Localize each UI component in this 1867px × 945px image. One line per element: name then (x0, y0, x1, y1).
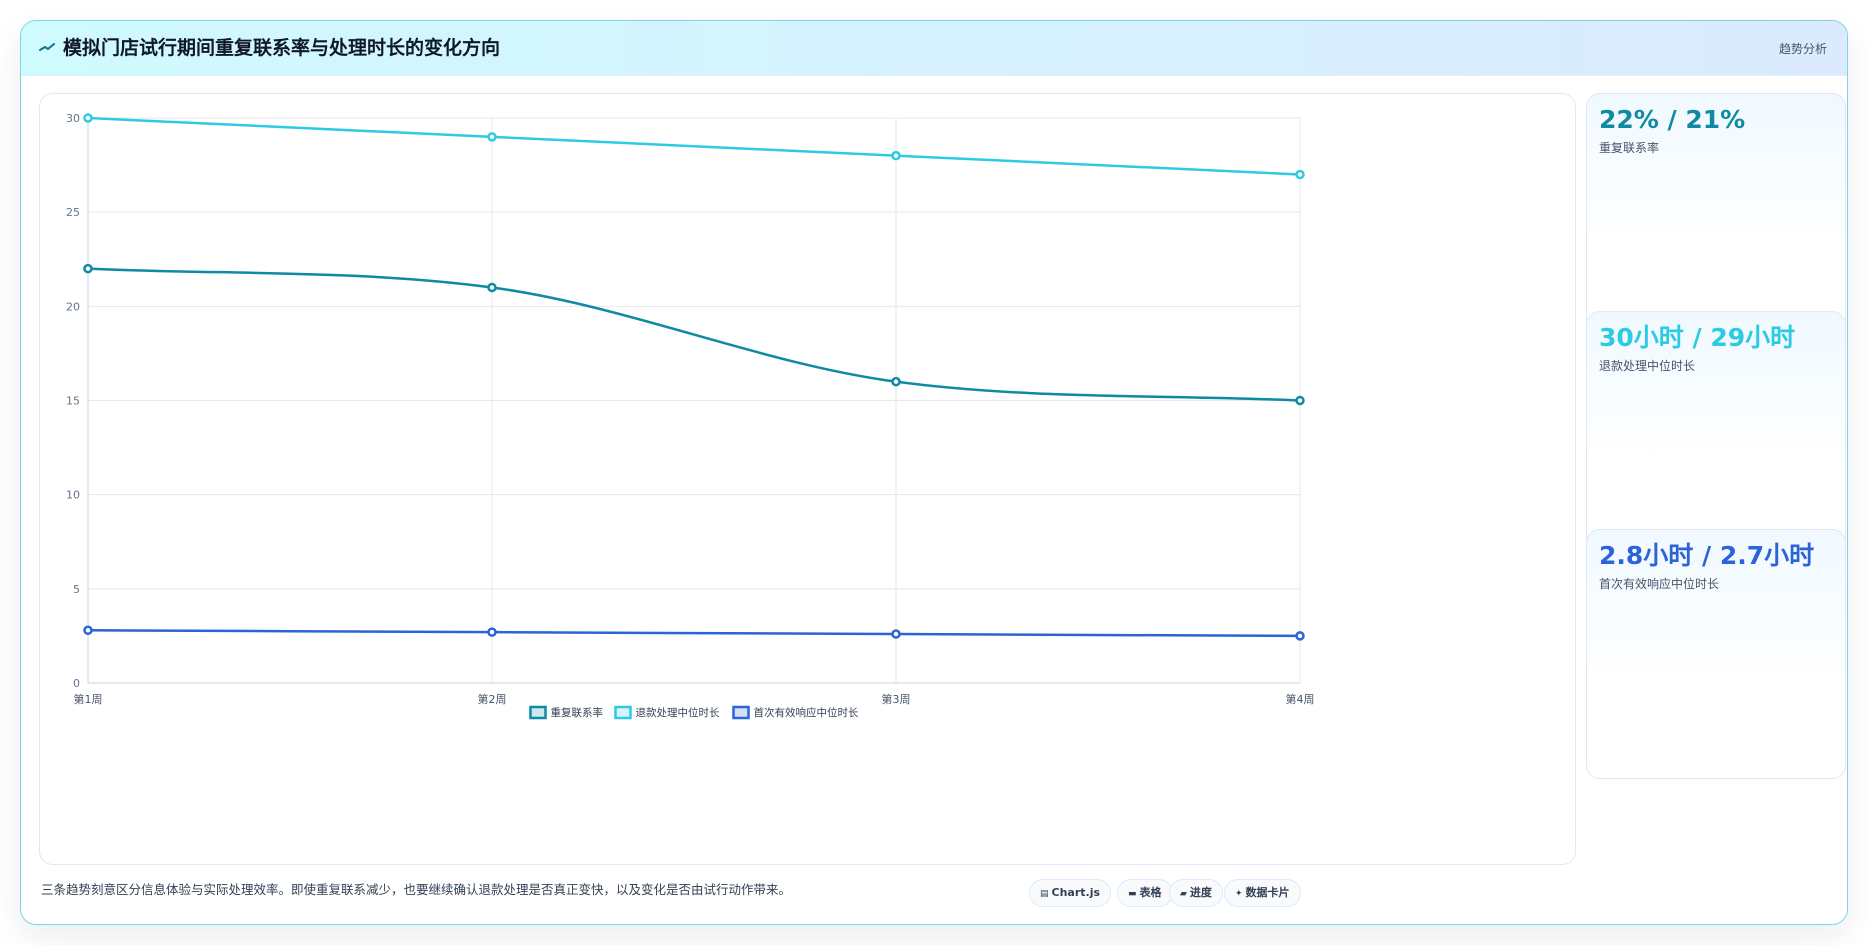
y-tick-label: 30 (66, 112, 80, 125)
stat-card-refund-time: 30小时 / 29小时 退款处理中位时长 (1586, 311, 1846, 561)
chart-icon: ▤ (1040, 889, 1049, 899)
stat-label: 退款处理中位时长 (1599, 359, 1696, 373)
footer-note: 三条趋势刻意区分信息体验与实际处理效率。即使重复联系减少，也要继续确认退款处理是… (41, 882, 792, 897)
chart-title: 模拟门店试行期间重复联系率与处理时长的变化方向 (63, 37, 501, 59)
chart-panel: 0 5 10 15 20 25 30 第1周 第2周 第3周 第4周 重复联系率 退款处理中位时长 首次… (39, 93, 1576, 865)
stat-label: 重复联系率 (1599, 141, 1660, 155)
chip-data-card[interactable]: ✦ 数据卡片 (1224, 879, 1301, 907)
legend-label[interactable]: 首次有效响应中位时长 (754, 706, 859, 719)
stat-card-first-response: 2.8小时 / 2.7小时 首次有效响应中位时长 (1586, 529, 1846, 779)
progress-icon: ▰ (1180, 889, 1187, 899)
y-tick-label: 15 (66, 395, 80, 408)
data-point[interactable] (83, 113, 93, 123)
series-line-1 (87, 116, 1301, 176)
chip-progress[interactable]: ▰ 进度 (1169, 879, 1223, 907)
legend-swatch[interactable] (732, 705, 750, 720)
trend-icon (39, 39, 55, 55)
data-point[interactable] (83, 625, 93, 636)
y-tick-label: 25 (66, 206, 80, 219)
stat-card-repeat-contact: 22% / 21% 重复联系率 (1586, 93, 1846, 343)
data-point[interactable] (487, 282, 497, 293)
stat-value: 30小时 / 29小时 (1599, 323, 1796, 352)
series-line-2 (87, 629, 1301, 638)
data-point[interactable] (487, 132, 497, 142)
legend-swatch[interactable] (529, 705, 547, 720)
legend-label[interactable]: 重复联系率 (551, 706, 604, 719)
table-icon: ▬ (1128, 889, 1137, 899)
data-point[interactable] (487, 627, 497, 637)
y-tick-label: 0 (73, 677, 80, 690)
data-point[interactable] (891, 376, 901, 387)
data-point[interactable] (891, 150, 901, 161)
x-tick-label: 第4周 (1286, 692, 1315, 706)
data-point[interactable] (1295, 169, 1305, 180)
line-chart: 0 5 10 15 20 25 30 第1周 第2周 第3周 第4周 重复联系率 退款处理中位时长 首次… (66, 112, 1315, 720)
y-tick-label: 20 (66, 300, 80, 313)
chart-card: 模拟门店试行期间重复联系率与处理时长的变化方向 趋势分析 0 5 10 15 20 25 3… (20, 20, 1848, 925)
y-tick-label: 5 (73, 583, 80, 596)
x-tick-label: 第3周 (882, 692, 911, 706)
stat-label: 首次有效响应中位时长 (1599, 577, 1720, 591)
stat-value: 2.8小时 / 2.7小时 (1599, 541, 1815, 570)
series-line-0 (87, 267, 1301, 402)
stat-value: 22% / 21% (1599, 105, 1746, 134)
chip-chartjs[interactable]: ▤ Chart.js (1029, 879, 1112, 907)
x-tick-label: 第2周 (478, 692, 507, 706)
card-header: 模拟门店试行期间重复联系率与处理时长的变化方向 趋势分析 (21, 21, 1847, 76)
data-point[interactable] (83, 263, 93, 274)
y-tick-label: 10 (66, 489, 80, 502)
data-point[interactable] (891, 629, 901, 639)
sparkle-icon: ✦ (1235, 889, 1243, 899)
header-tag: 趋势分析 (1778, 42, 1827, 56)
data-point[interactable] (1295, 395, 1305, 406)
legend-label[interactable]: 退款处理中位时长 (636, 706, 720, 719)
chip-table[interactable]: ▬ 表格 (1117, 879, 1173, 907)
x-tick-label: 第1周 (74, 692, 103, 706)
legend-swatch[interactable] (614, 705, 632, 720)
data-point[interactable] (1295, 631, 1305, 641)
